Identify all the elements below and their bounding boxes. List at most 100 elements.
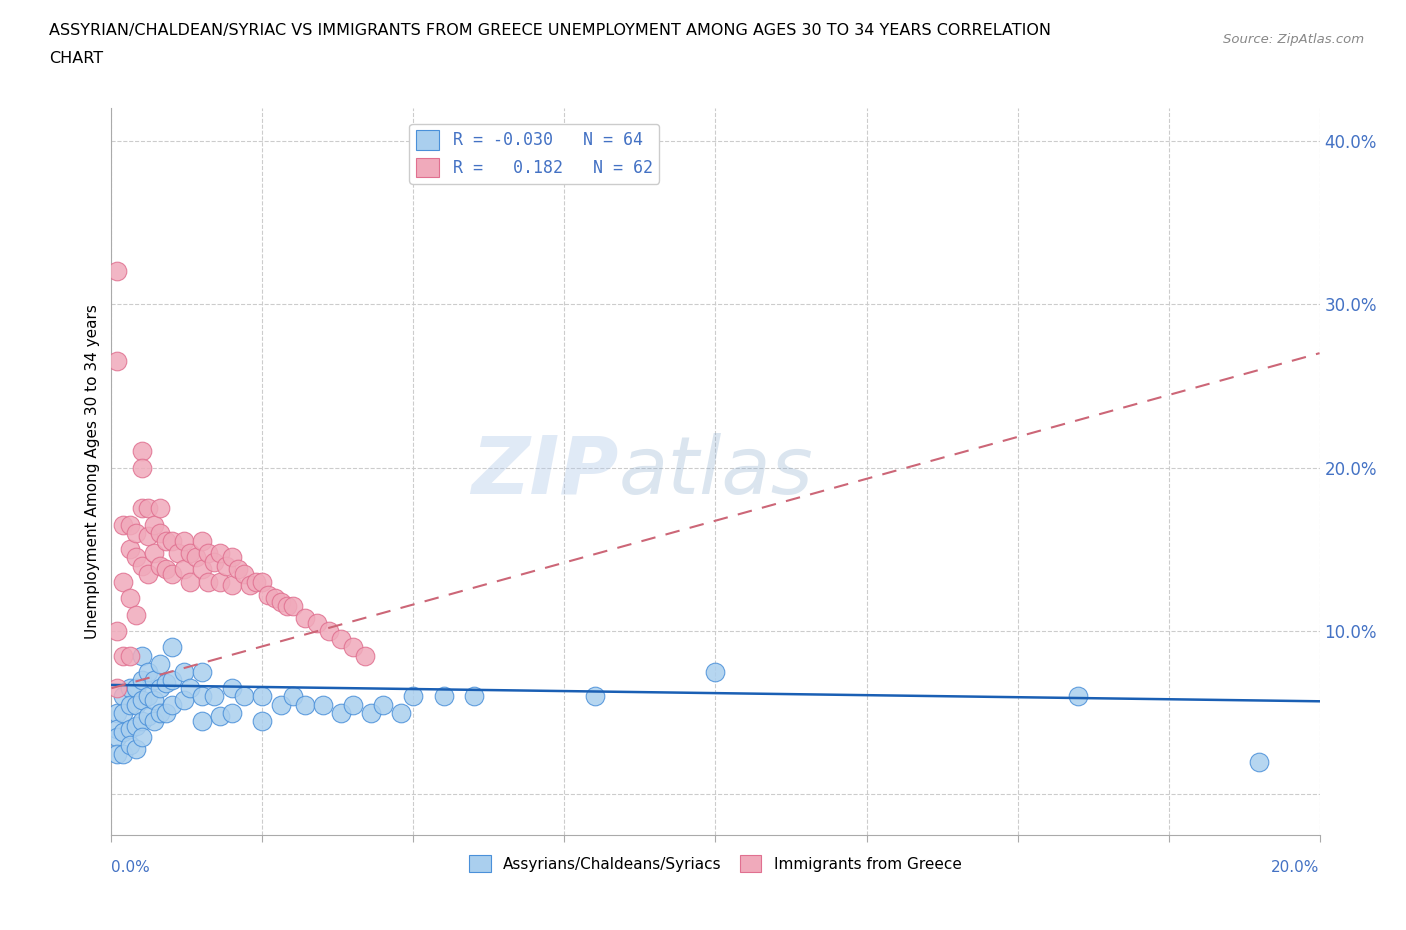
Point [124,698,146,712]
Point [179,575,201,590]
Text: Source: ZipAtlas.com: Source: ZipAtlas.com [1223,33,1364,46]
Point [118,738,141,753]
Point [142,713,165,728]
Point [112,746,135,761]
Point [112,705,135,720]
Legend: Assyrians/Chaldeans/Syriacs, Immigrants from Greece: Assyrians/Chaldeans/Syriacs, Immigrants … [464,849,967,879]
Point [330,631,353,646]
Point [142,692,165,707]
Point [107,354,129,369]
Point [131,672,153,687]
Point [112,689,135,704]
Point [149,501,172,516]
Point [463,689,485,704]
Point [179,545,201,560]
Point [131,501,153,516]
Point [252,713,274,728]
Point [202,689,225,704]
Point [149,525,172,540]
Point [233,566,256,581]
Point [252,689,274,704]
Point [354,648,377,663]
Text: 0.0%: 0.0% [111,860,150,875]
Point [124,550,146,565]
Point [257,588,280,603]
Point [160,534,183,549]
Point [191,689,214,704]
Point [131,460,153,475]
Text: ZIP: ZIP [471,432,619,511]
Point [276,599,298,614]
Point [107,264,129,279]
Point [124,718,146,733]
Point [136,566,159,581]
Point [136,664,159,679]
Point [107,681,129,696]
Point [704,664,727,679]
Point [107,624,129,639]
Point [191,562,214,577]
Point [191,664,214,679]
Point [136,501,159,516]
Point [221,550,243,565]
Point [373,698,395,712]
Point [263,591,285,605]
Point [107,730,129,745]
Point [118,517,141,532]
Point [360,705,382,720]
Y-axis label: Unemployment Among Ages 30 to 34 years: Unemployment Among Ages 30 to 34 years [86,304,100,639]
Point [155,676,177,691]
Point [270,594,292,609]
Point [160,640,183,655]
Point [107,746,129,761]
Point [330,705,353,720]
Point [215,558,238,573]
Point [131,692,153,707]
Point [226,562,249,577]
Point [131,558,153,573]
Point [118,698,141,712]
Point [233,689,256,704]
Point [118,722,141,737]
Point [583,689,606,704]
Point [136,709,159,724]
Point [173,534,195,549]
Point [389,705,412,720]
Point [305,616,328,631]
Point [173,664,195,679]
Point [281,689,304,704]
Point [155,705,177,720]
Point [118,648,141,663]
Point [124,525,146,540]
Point [252,575,274,590]
Point [191,713,214,728]
Point [245,575,267,590]
Point [155,562,177,577]
Point [173,692,195,707]
Text: ASSYRIAN/CHALDEAN/SYRIAC VS IMMIGRANTS FROM GREECE UNEMPLOYMENT AMONG AGES 30 TO: ASSYRIAN/CHALDEAN/SYRIAC VS IMMIGRANTS F… [49,23,1052,38]
Point [433,689,456,704]
Point [318,624,340,639]
Point [131,730,153,745]
Point [107,722,129,737]
Point [202,555,225,570]
Point [124,741,146,756]
Point [270,698,292,712]
Point [221,705,243,720]
Point [124,681,146,696]
Point [239,578,262,592]
Point [160,566,183,581]
Point [209,545,232,560]
Point [112,575,135,590]
Point [118,681,141,696]
Text: CHART: CHART [49,51,103,66]
Point [112,648,135,663]
Point [142,517,165,532]
Point [294,698,316,712]
Point [312,698,335,712]
Point [131,444,153,458]
Point [281,599,304,614]
Point [136,529,159,544]
Point [160,672,183,687]
Point [179,681,201,696]
